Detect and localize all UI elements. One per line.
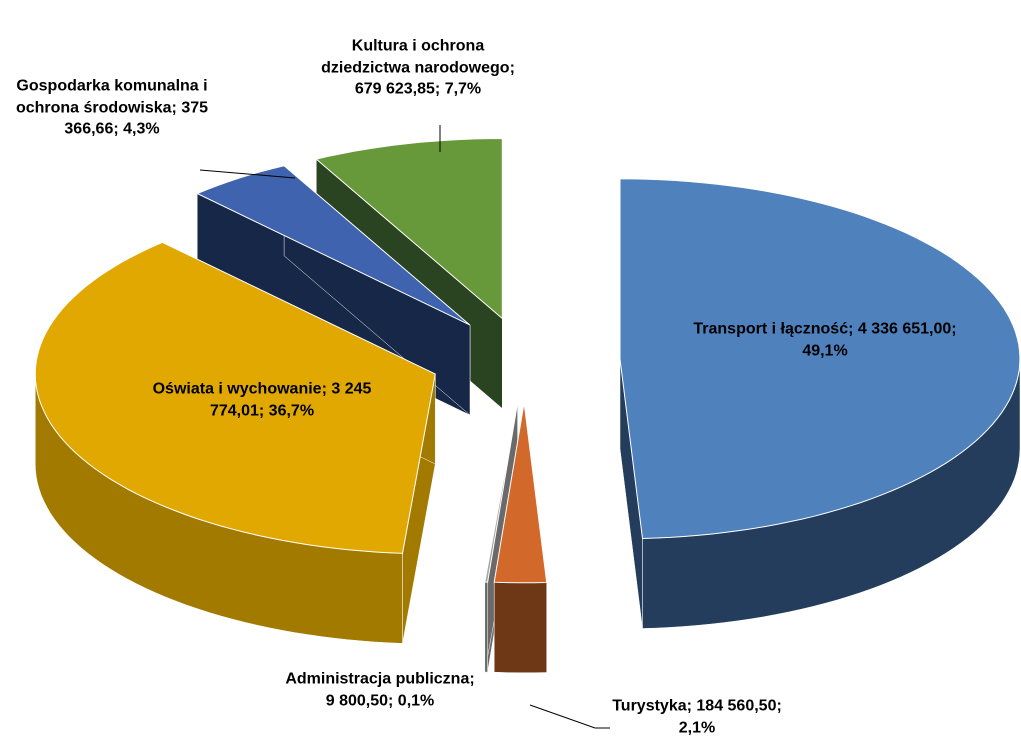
slice [315, 137, 503, 320]
label-part: Oświata i wychowanie [152, 380, 322, 398]
label-part: 49,1% [802, 342, 848, 359]
label-part: 7,7% [444, 80, 482, 98]
slice [34, 241, 436, 554]
label-part: 0,1% [397, 692, 435, 709]
slice-outer-wall [493, 581, 547, 673]
label-part: Transport i łączność [693, 320, 849, 338]
slice [619, 178, 1021, 540]
slice [493, 402, 548, 584]
label-part: ; [171, 99, 177, 117]
label-part: 679 623,85 [354, 80, 435, 98]
data-label: Kultura i ochrona dziedzictwa narodowego… [308, 36, 528, 101]
label-part: ; [434, 80, 441, 98]
label-part: ; [848, 320, 854, 338]
label-part: Kultura i ochrona dziedzictwa narodowego [321, 37, 510, 77]
leader-line [529, 704, 610, 729]
label-part: Gospodarka komunalna i ochrona środowisk… [15, 77, 208, 117]
leader-line [199, 169, 296, 179]
label-part: Administracja publiczna [285, 670, 470, 688]
slice-outer-wall [484, 581, 488, 673]
slice [195, 165, 471, 326]
label-part: ; [388, 692, 394, 709]
label-part: ; [776, 697, 782, 715]
label-part: 375 366,66 [64, 99, 209, 138]
data-label: Transport i łączność; 4 336 651,00; 49,1… [690, 318, 960, 361]
label-part: ; [113, 120, 119, 138]
label-part: ; [509, 59, 515, 77]
label-part: ; [321, 380, 327, 398]
label-part: 3 245 774,01 [209, 380, 372, 419]
label-part: 4,3% [123, 120, 160, 138]
label-part: 2,1% [678, 719, 716, 736]
data-label: Turystyka; 184 560,50; 2,1% [597, 695, 797, 738]
label-part: ; [686, 697, 692, 715]
label-part: ; [951, 320, 957, 338]
slice [484, 402, 519, 583]
label-part: ; [469, 670, 475, 688]
label-part: ; [258, 402, 265, 419]
data-label: Oświata i wychowanie; 3 245 774,01; 36,7… [147, 378, 377, 421]
label-part: 36,7% [268, 402, 315, 419]
label-part: 4 336 651,00 [857, 320, 952, 338]
data-label: Gospodarka komunalna i ochrona środowisk… [2, 76, 222, 141]
label-part: Turystyka [612, 697, 687, 715]
data-label: Administracja publiczna; 9 800,50; 0,1% [280, 668, 480, 711]
label-part: 9 800,50 [325, 692, 389, 709]
label-part: 184 560,50 [696, 697, 777, 715]
slices [34, 137, 1021, 673]
